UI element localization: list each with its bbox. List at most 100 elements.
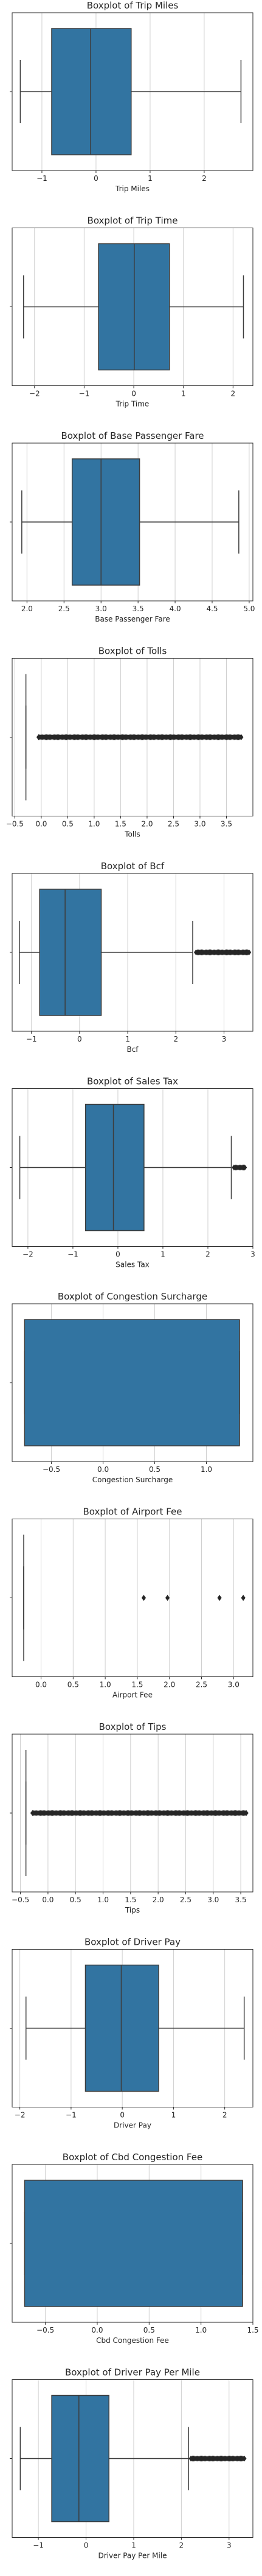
x-tick-label: 0.5 <box>62 820 74 829</box>
x-tick-label: −2 <box>29 390 40 398</box>
box <box>84 1103 145 1232</box>
outlier-point <box>243 1164 247 1171</box>
chart-panel: Boxplot of Tolls −0.5 0.0 0.5 1.0 1.5 2.0 2.5 3.… <box>6 646 253 839</box>
chart-title: Boxplot of Trip Miles <box>87 0 179 11</box>
x-tick-label: 0.5 <box>149 1465 160 1474</box>
x-tick-label: 2 <box>231 390 236 398</box>
chart-panel: Boxplot of Base Passenger Fare 2.0 2.5 3.0 3… <box>10 430 255 623</box>
x-axis-label: Airport Fee <box>112 1691 153 1700</box>
x-tick-label: 0 <box>77 1035 82 1043</box>
chart-panel: Boxplot of Trip Time −2 −1 0 1 2 Trip Time <box>10 215 253 408</box>
chart-title: Boxplot of Trip Time <box>88 215 178 226</box>
x-tick-label: 0.5 <box>143 2326 155 2334</box>
x-tick-label: 3.5 <box>235 1896 247 1904</box>
chart-panel: Boxplot of Trip Miles −1 0 1 2 Trip Miles <box>10 0 253 193</box>
x-tick-label: 1 <box>125 1035 130 1043</box>
outlier-point <box>241 1595 246 1601</box>
chart-panel: Boxplot of Driver Pay −2 −1 0 1 2 Driver Pay <box>10 1937 253 2130</box>
chart-panel: Boxplot of Cbd Congestion Fee −0.5 0.0 0.5 1… <box>10 2152 259 2345</box>
x-tick-label: 1.0 <box>195 2326 207 2334</box>
x-tick-label: 0.0 <box>97 1465 109 1474</box>
x-tick-label: −1 <box>66 2111 77 2120</box>
x-tick-label: 2 <box>205 1250 210 1259</box>
x-tick-label: 3 <box>227 2541 232 2550</box>
x-tick-label: 2 <box>179 2541 184 2550</box>
chart-title: Boxplot of Base Passenger Fare <box>61 430 204 441</box>
x-tick-label: 2 <box>222 2111 227 2120</box>
x-tick-label: −1 <box>67 1250 78 1259</box>
x-tick-label: −2 <box>22 1250 33 1259</box>
x-tick-label: −1 <box>79 390 90 398</box>
x-tick-label: 1.5 <box>247 2326 258 2334</box>
box <box>84 1964 159 2092</box>
x-tick-label: 3.0 <box>207 1896 219 1904</box>
chart-title: Boxplot of Tolls <box>98 646 167 657</box>
x-tick-label: 1.5 <box>115 820 126 829</box>
x-tick-label: 1.0 <box>201 1465 212 1474</box>
x-axis-label: Base Passenger Fare <box>95 615 170 623</box>
box <box>24 1319 240 1446</box>
x-tick-label: 3.5 <box>133 605 144 613</box>
x-tick-label: 3 <box>250 1250 255 1259</box>
outlier-point <box>242 2455 247 2462</box>
x-tick-label: 2.5 <box>168 820 179 829</box>
box <box>39 889 102 1016</box>
x-axis-label: Congestion Surcharge <box>92 1476 173 1484</box>
x-axis-label: Cbd Congestion Fee <box>96 2336 169 2345</box>
x-tick-label: 2.5 <box>196 1681 207 1689</box>
chart-title: Boxplot of Airport Fee <box>83 1507 182 1517</box>
box <box>51 28 132 155</box>
chart-panel: Boxplot of Congestion Surcharge −0.5 0.0 0.… <box>10 1291 253 1484</box>
x-axis-label: Trip Time <box>115 400 150 408</box>
x-tick-label: 0 <box>131 390 136 398</box>
x-tick-label: −0.5 <box>12 1896 29 1904</box>
x-tick-label: 4.0 <box>170 605 181 613</box>
x-axis-label: Trip Miles <box>115 185 150 193</box>
chart-title: Boxplot of Bcf <box>101 861 165 872</box>
x-tick-label: 1.0 <box>100 1681 111 1689</box>
x-tick-label: 3 <box>222 1035 227 1043</box>
x-tick-label: 0 <box>115 1250 120 1259</box>
x-axis-label: Driver Pay Per Mile <box>98 2552 167 2560</box>
x-tick-label: 3.0 <box>194 820 205 829</box>
x-tick-label: 5.0 <box>243 605 255 613</box>
x-tick-label: 1 <box>131 2541 136 2550</box>
chart-title: Boxplot of Driver Pay Per Mile <box>65 2367 200 2378</box>
chart-panel: Boxplot of Airport Fee 0.0 0.5 1.0 1.5 2.0 2.5… <box>10 1507 253 1700</box>
x-tick-label: 2.0 <box>164 1681 175 1689</box>
x-tick-label: 0.0 <box>91 2326 103 2334</box>
box <box>51 2395 109 2523</box>
outlier-point <box>141 1595 147 1601</box>
x-tick-label: 3.0 <box>228 1681 240 1689</box>
x-tick-label: 0 <box>120 2111 125 2120</box>
chart-panel: Boxplot of Bcf −1 0 1 2 3 Bcf <box>10 861 253 1054</box>
outlier-point <box>165 1595 170 1601</box>
x-axis-label: Bcf <box>126 1045 139 1054</box>
x-axis-label: Tips <box>125 1906 140 1914</box>
x-tick-label: 2 <box>173 1035 178 1043</box>
x-tick-label: −1 <box>33 2541 44 2550</box>
x-tick-label: 0 <box>94 174 98 183</box>
x-tick-label: 2 <box>202 174 207 183</box>
chart-title: Boxplot of Tips <box>99 1721 167 1732</box>
x-axis-label: Driver Pay <box>114 2121 151 2130</box>
chart-title: Boxplot of Driver Pay <box>84 1937 181 1948</box>
chart-panel: Boxplot of Tips −0.5 0.0 0.5 1.0 1.5 2.0 2.5 3.0… <box>10 1721 253 1914</box>
x-tick-label: 2.0 <box>141 820 153 829</box>
axes-frame <box>12 1519 253 1677</box>
chart-title: Boxplot of Sales Tax <box>87 1076 178 1087</box>
box <box>71 458 140 586</box>
x-tick-label: 2.0 <box>153 1896 164 1904</box>
box <box>24 2180 243 2307</box>
x-tick-label: 1.5 <box>131 1681 143 1689</box>
x-tick-label: 0.0 <box>35 820 47 829</box>
outlier-point <box>244 1810 249 1816</box>
outlier-point <box>239 734 244 741</box>
x-tick-label: −1 <box>26 1035 37 1043</box>
x-tick-label: 1 <box>160 1250 165 1259</box>
x-tick-label: 1 <box>171 2111 176 2120</box>
x-tick-label: 0.0 <box>42 1896 53 1904</box>
x-axis-label: Sales Tax <box>115 1261 150 1269</box>
chart-panel: Boxplot of Sales Tax −2 −1 0 1 2 3 Sales Tax <box>10 1076 255 1269</box>
